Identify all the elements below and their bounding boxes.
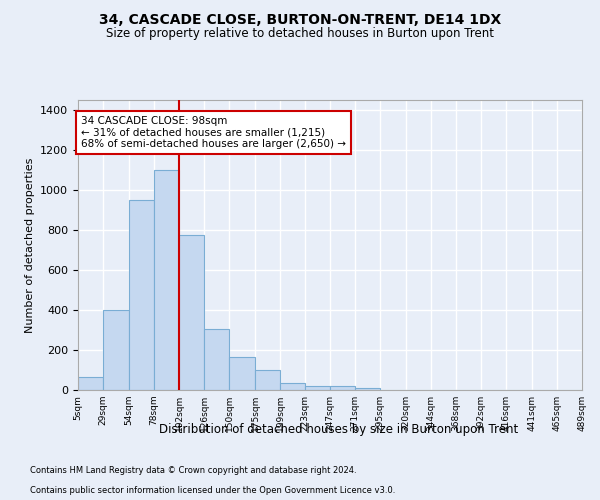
Bar <box>204 329 229 390</box>
Text: 34, CASCADE CLOSE, BURTON-ON-TRENT, DE14 1DX: 34, CASCADE CLOSE, BURTON-ON-TRENT, DE14… <box>99 12 501 26</box>
Bar <box>78 377 103 390</box>
Bar <box>154 170 179 390</box>
Bar <box>103 310 129 390</box>
Bar <box>229 357 255 390</box>
Bar <box>179 235 204 390</box>
Bar <box>355 388 380 390</box>
Text: Size of property relative to detached houses in Burton upon Trent: Size of property relative to detached ho… <box>106 28 494 40</box>
Bar <box>129 200 154 390</box>
Bar <box>305 386 330 390</box>
Text: Contains public sector information licensed under the Open Government Licence v3: Contains public sector information licen… <box>30 486 395 495</box>
Text: Contains HM Land Registry data © Crown copyright and database right 2024.: Contains HM Land Registry data © Crown c… <box>30 466 356 475</box>
Y-axis label: Number of detached properties: Number of detached properties <box>25 158 35 332</box>
Bar <box>280 383 305 390</box>
Text: 34 CASCADE CLOSE: 98sqm
← 31% of detached houses are smaller (1,215)
68% of semi: 34 CASCADE CLOSE: 98sqm ← 31% of detache… <box>81 116 346 149</box>
Bar <box>255 370 280 390</box>
Text: Distribution of detached houses by size in Burton upon Trent: Distribution of detached houses by size … <box>160 422 518 436</box>
Bar <box>330 386 355 390</box>
